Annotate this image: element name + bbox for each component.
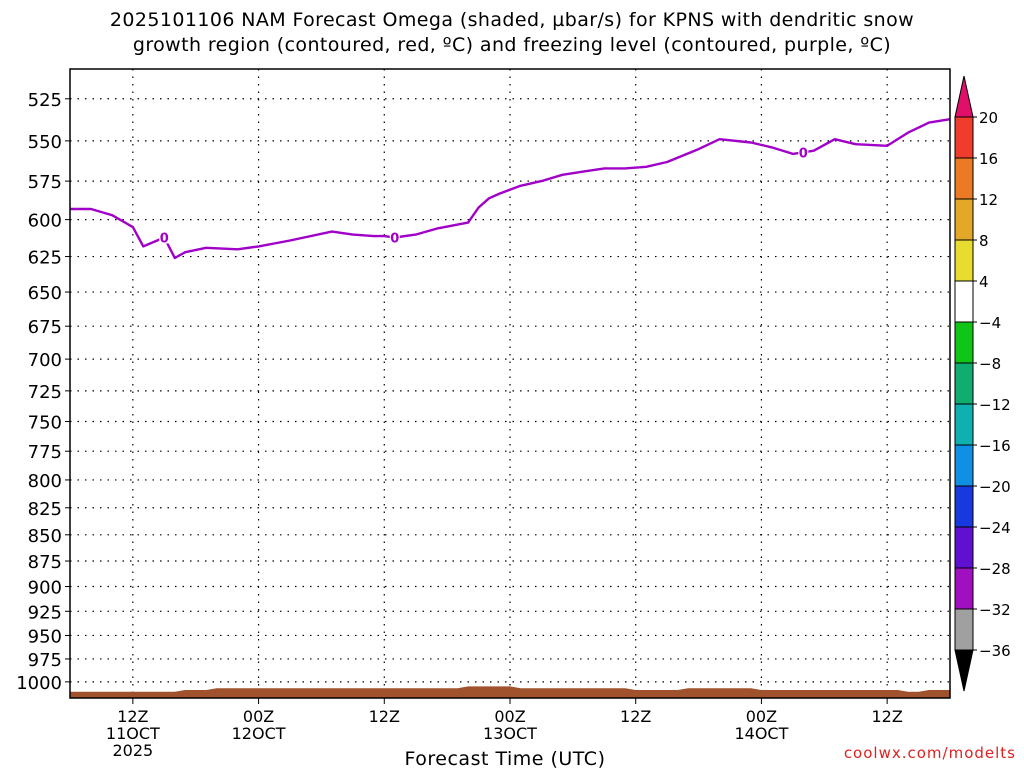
y-tick-label: 800 — [28, 471, 62, 492]
x-tick-year-label: 2025 — [112, 741, 153, 760]
colorbar-label: −36 — [979, 642, 1011, 660]
colorbar-label: 4 — [979, 273, 989, 291]
colorbar-label: −8 — [979, 355, 1001, 373]
y-tick-label: 525 — [28, 90, 62, 111]
y-tick-label: 1000 — [16, 673, 62, 694]
y-tick-label: 625 — [28, 248, 62, 269]
x-tick-label: 12Z — [369, 707, 400, 726]
y-tick-label: 575 — [28, 172, 62, 193]
colorbar-swatch — [954, 280, 974, 323]
site-credit: coolwx.com/modelts — [843, 744, 1016, 762]
colorbar-label: −24 — [979, 519, 1011, 537]
y-tick-label: 925 — [28, 602, 62, 623]
y-tick-label: 550 — [28, 132, 62, 153]
contour-label-bg — [798, 144, 809, 159]
freezing-level-contour-label: 0 — [390, 232, 399, 247]
x-tick-label: 12Z — [117, 707, 148, 726]
colorbar-swatch — [954, 608, 974, 651]
colorbar-swatch — [954, 321, 974, 364]
colorbar-bottom-arrow — [954, 649, 974, 692]
colorbar-label: 8 — [979, 232, 989, 250]
contour-label-bg — [159, 229, 170, 244]
y-tick-label: 850 — [28, 526, 62, 547]
colorbar-label: −4 — [979, 314, 1001, 332]
y-tick-label: 700 — [28, 350, 62, 371]
colorbar-label: −28 — [979, 560, 1011, 578]
x-tick-label: 00Z — [243, 707, 274, 726]
y-tick-label: 750 — [28, 413, 62, 434]
y-tick-label: 950 — [28, 626, 62, 647]
colorbar-swatch — [954, 403, 974, 446]
ground-surface-layer — [70, 686, 950, 698]
colorbar-label: 12 — [979, 191, 998, 209]
grid-lines — [70, 69, 950, 698]
colorbar-swatch — [954, 444, 974, 487]
x-tick-date-label: 13OCT — [483, 724, 537, 743]
contour-label-bg — [389, 229, 400, 244]
colorbar-label: −20 — [979, 478, 1011, 496]
y-tick-label: 775 — [28, 442, 62, 463]
plot-frame — [69, 68, 951, 699]
colorbar-swatch — [954, 485, 974, 528]
y-tick-label: 600 — [28, 211, 62, 232]
colorbar-swatch — [954, 567, 974, 610]
chart-title-line-2: growth region (contoured, red, ºC) and f… — [132, 34, 892, 56]
y-tick-label: 875 — [28, 552, 62, 573]
colorbar-label: −32 — [979, 601, 1011, 619]
y-tick-label: 900 — [28, 578, 62, 599]
colorbar-swatch — [954, 116, 974, 159]
x-tick-date-label: 14OCT — [734, 724, 788, 743]
x-tick-date-label: 12OCT — [232, 724, 286, 743]
freezing-level-contour-label: 0 — [160, 232, 169, 247]
colorbar-swatch — [954, 157, 974, 200]
ground-surface-fill — [70, 686, 950, 698]
y-tick-label: 825 — [28, 499, 62, 520]
x-tick-date-label: 11OCT — [106, 724, 160, 743]
x-axis-title: Forecast Time (UTC) — [405, 748, 606, 768]
colorbar-swatch — [954, 198, 974, 241]
colorbar-swatch — [954, 362, 974, 405]
colorbar-label: −16 — [979, 437, 1011, 455]
y-tick-label: 675 — [28, 317, 62, 338]
y-tick-label: 725 — [28, 382, 62, 403]
freezing-level-line — [70, 118, 951, 260]
y-axis: 525 550 575 600 625 650 675 700 725 750 775 800 825 8… — [16, 90, 70, 694]
x-tick-label: 12Z — [620, 707, 651, 726]
colorbar-legend: 20 16 12 8 4 −4 −8 −12 −16 −20 −24 −28 −32 −36 — [954, 75, 1011, 692]
y-tick-label: 975 — [28, 650, 62, 671]
freezing-level-contour-label: 0 — [799, 146, 808, 161]
x-tick-label: 00Z — [494, 707, 525, 726]
freezing-level-layer: 0 0 0 — [70, 118, 951, 260]
colorbar-label: 20 — [979, 109, 998, 127]
colorbar-label: −12 — [979, 396, 1011, 414]
chart-title-line-1: 2025101106 NAM Forecast Omega (shaded, µ… — [109, 9, 915, 31]
x-tick-label: 00Z — [746, 707, 777, 726]
colorbar-top-arrow — [954, 75, 974, 118]
colorbar-label: 16 — [979, 150, 998, 168]
colorbar-swatch — [954, 239, 974, 282]
y-tick-label: 650 — [28, 283, 62, 304]
colorbar-swatch — [954, 526, 974, 569]
x-tick-label: 12Z — [871, 707, 902, 726]
